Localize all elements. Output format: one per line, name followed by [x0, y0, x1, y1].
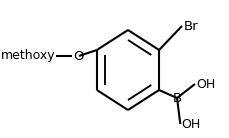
- Text: Br: Br: [183, 19, 197, 33]
- Text: OH: OH: [195, 78, 214, 91]
- Text: B: B: [172, 91, 181, 104]
- Text: methoxy: methoxy: [1, 50, 55, 63]
- Text: OH: OH: [180, 117, 199, 131]
- Text: O: O: [73, 50, 84, 63]
